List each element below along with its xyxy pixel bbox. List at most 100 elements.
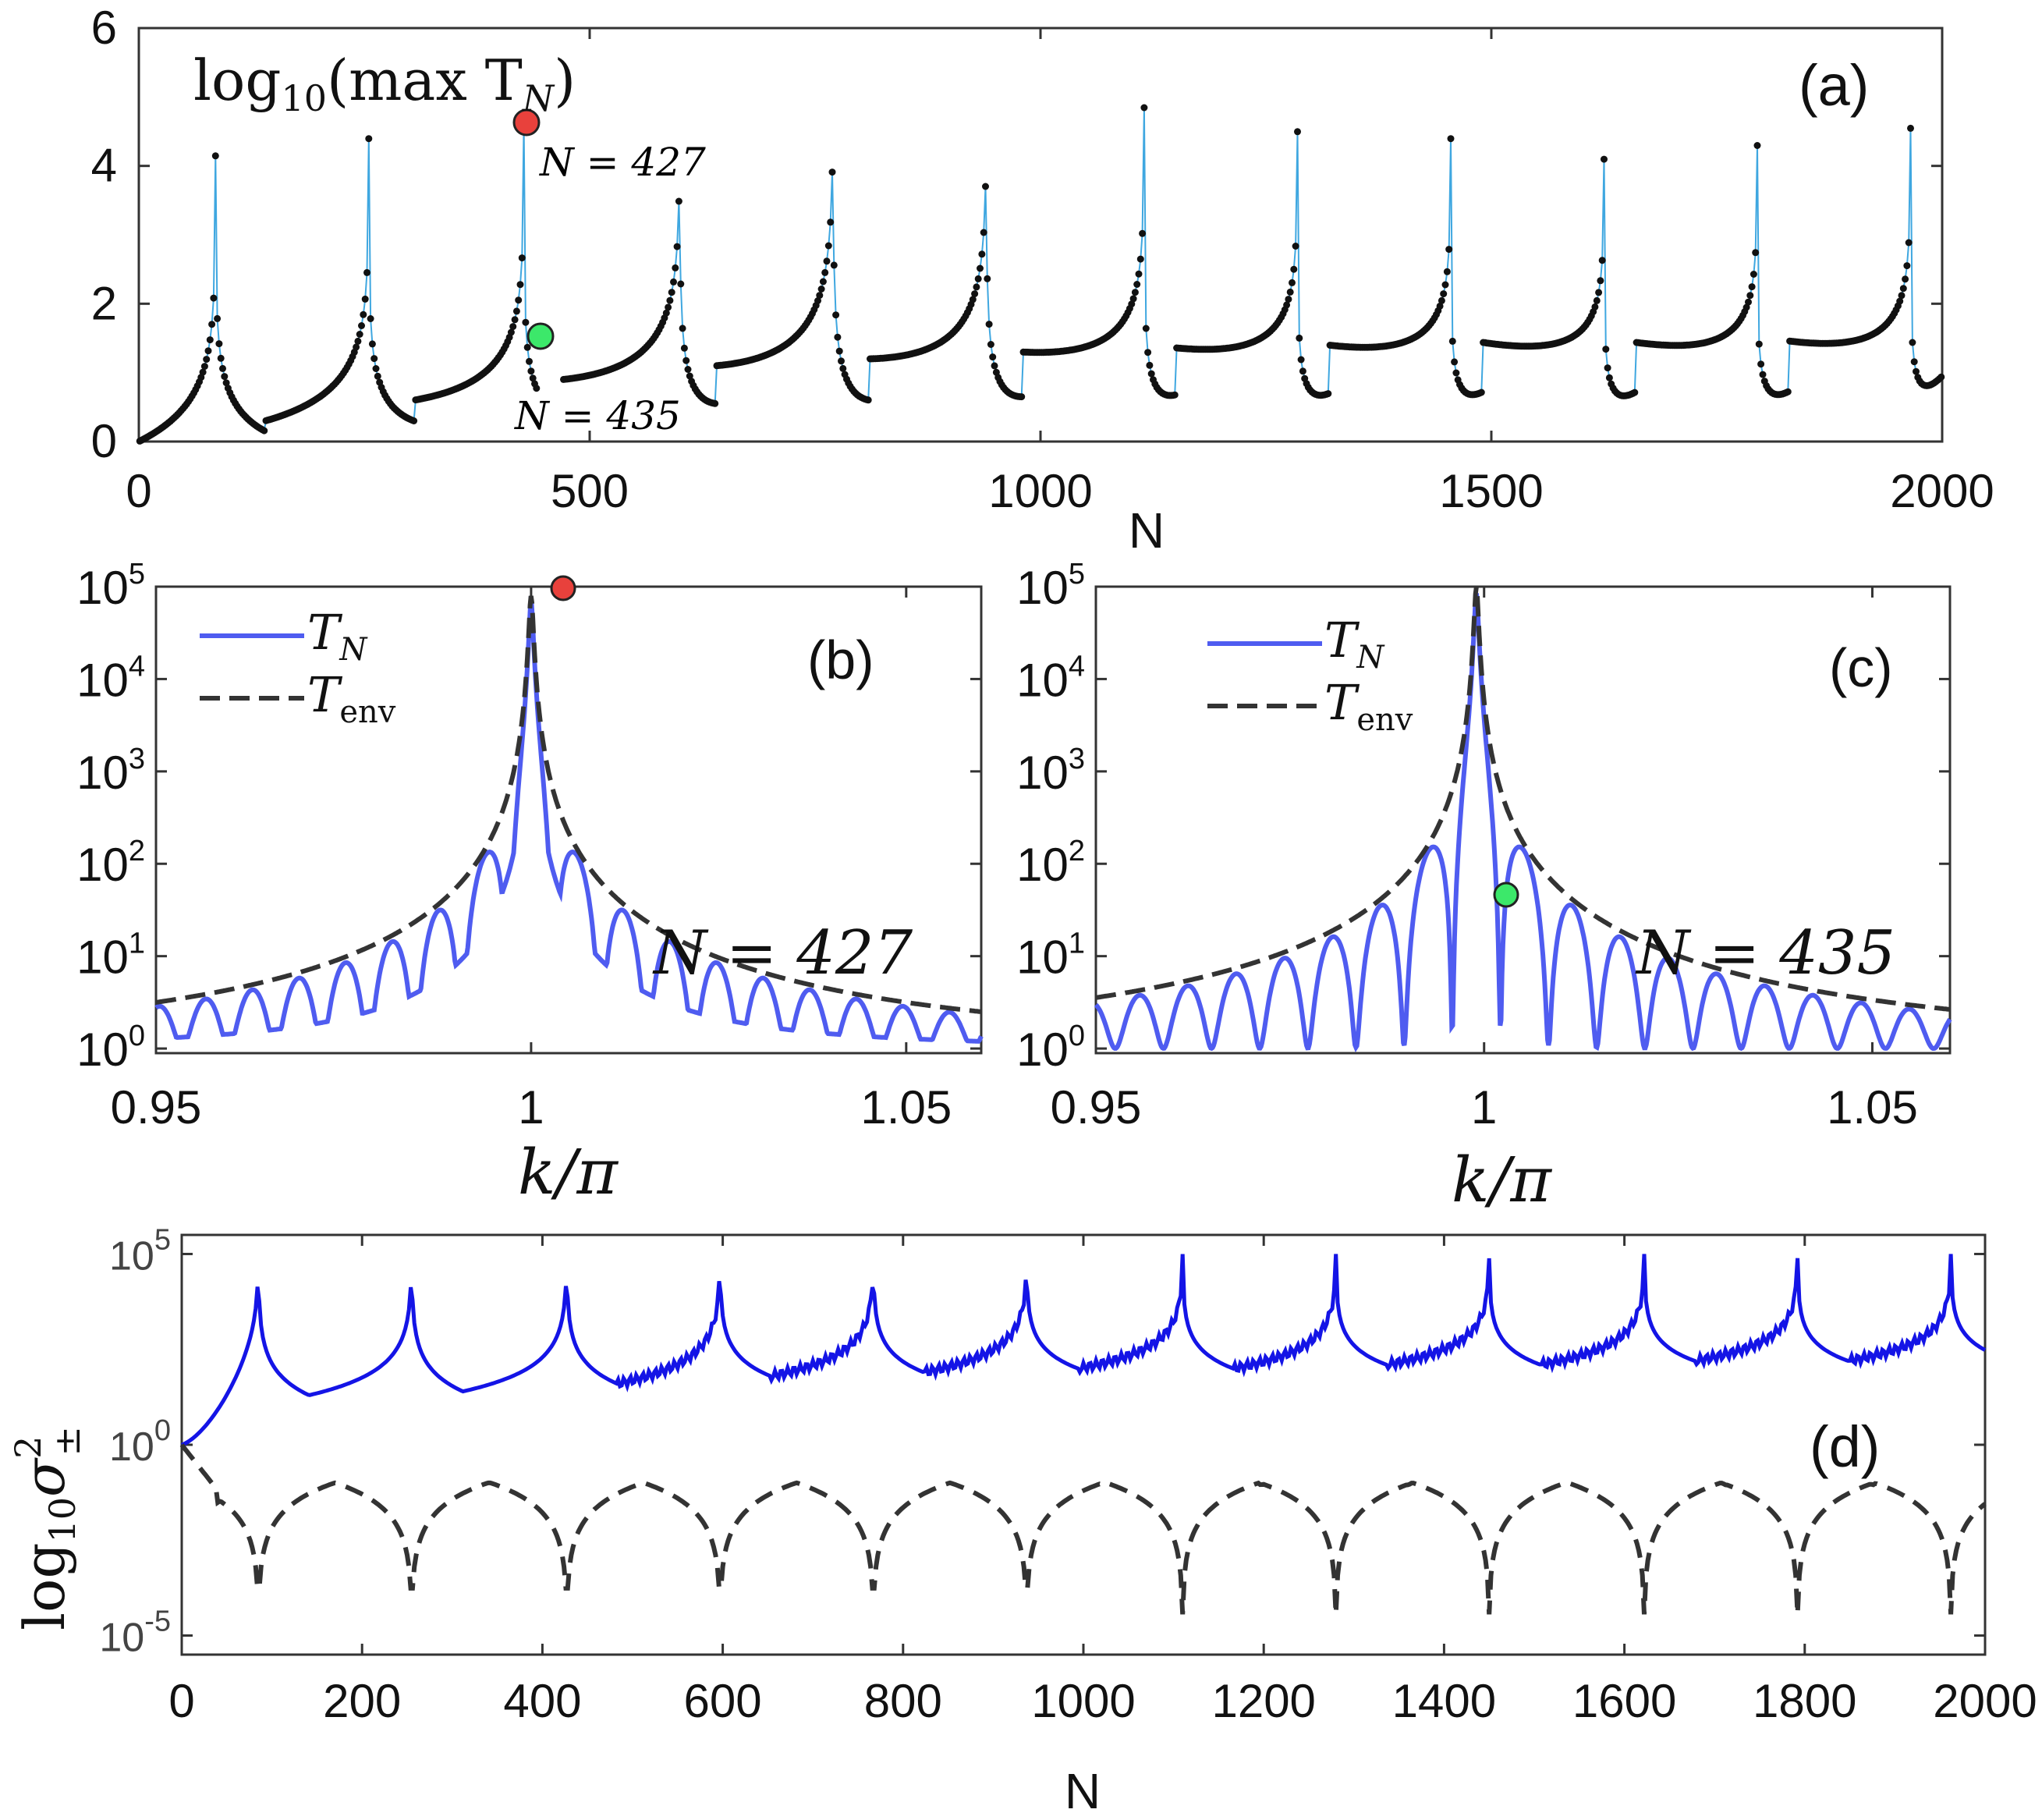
- panel-a-data-point: [1171, 391, 1179, 399]
- panel-a-data-point: [1631, 388, 1639, 396]
- panel-a-data-point: [662, 309, 670, 317]
- panel-a-data-point: [1445, 246, 1453, 254]
- panel-d-ylabel: log10σ2±: [7, 1426, 88, 1630]
- panel-a-data-point: [1286, 288, 1294, 296]
- panel-a-data-point: [1755, 340, 1763, 348]
- panel-a-data-point: [1759, 371, 1767, 378]
- panel-a-data-point: [1598, 257, 1606, 264]
- panel-b-ytick-label: 100: [76, 1020, 145, 1076]
- panel-c-xtick-label: 0.95: [1051, 1081, 1142, 1134]
- panel-a-data-point: [1597, 277, 1604, 285]
- panel-a-data-point: [1595, 289, 1603, 296]
- panel-a-data-point: [982, 183, 989, 190]
- panel-b-ytick-label: 105: [76, 558, 145, 614]
- panel-a-data-point: [356, 331, 363, 338]
- panel-a-data-point: [1604, 364, 1611, 372]
- panel-b-ytick-label: 101: [76, 928, 145, 984]
- panel-a-data-point: [1742, 303, 1750, 311]
- panel-a-data-point: [522, 318, 530, 326]
- panel-a-data-point: [1285, 296, 1292, 303]
- panel-d-series-dashed: [179, 1443, 1987, 1615]
- panel-a-data-point: [984, 275, 991, 282]
- panel-a-data-point: [679, 325, 686, 332]
- panel-a-data-point: [1135, 270, 1143, 278]
- panel-a-data-point: [834, 333, 842, 341]
- panel-a-label: (a): [1799, 53, 1869, 118]
- panel-a-data-point: [817, 286, 825, 293]
- panel-a-data-point: [814, 297, 821, 304]
- panel-b-legend-tn-text: TN: [307, 604, 368, 668]
- panel-a-title-sub: 10: [281, 77, 327, 119]
- panel-a-data-point: [515, 296, 523, 304]
- panel-a-data-point: [1294, 128, 1301, 136]
- panel-c-ytick-label: 105: [1016, 558, 1085, 614]
- panel-b-xtick-label: 1: [518, 1081, 544, 1134]
- panel-c-annotation: N = 435: [1635, 918, 1895, 988]
- panel-d-xtick-label: 600: [684, 1675, 762, 1727]
- panel-a-data-point: [1601, 155, 1608, 163]
- panel-d: 0 200 400 600 800 1000 1200 1400 1600 1800 2000 10-…: [7, 1223, 2037, 1819]
- panel-b-marker: [550, 575, 576, 601]
- panel-a-title-subN: N: [522, 77, 555, 119]
- panel-d-xtick-label: 1400: [1392, 1675, 1496, 1727]
- panel-a-data-point: [978, 250, 986, 258]
- panel-a-title: log10(max TN): [193, 48, 576, 119]
- panel-a-data-point: [1299, 367, 1306, 375]
- panel-a-title-close: ): [554, 48, 576, 113]
- panel-a-data-point: [864, 396, 872, 404]
- panel-a-data-point: [365, 135, 373, 143]
- panel-a-data-point: [1898, 292, 1906, 300]
- panel-a-data-point: [672, 264, 679, 271]
- panel-b-legend-tenv-text: Tenv: [307, 666, 396, 730]
- panel-a-data-point: [374, 372, 381, 380]
- panel-a-ytick-label: 2: [91, 277, 117, 329]
- panel-a-data-point: [1750, 271, 1757, 278]
- panel-a-data-point: [199, 368, 207, 376]
- panel-a-data-point: [1436, 302, 1444, 310]
- panel-a-data-point: [1443, 268, 1451, 275]
- panel-d-ticks: 0 200 400 600 800 1000 1200 1400 1600 1800 2000 10-…: [99, 1223, 2037, 1727]
- panel-c-ytick-label: 103: [1016, 743, 1085, 799]
- panel-a-marker-435: [526, 322, 555, 350]
- panel-a-data-points: [136, 104, 1945, 445]
- panel-a-xtick-label: 0: [126, 465, 151, 517]
- panel-d-ytick-label: 10-5: [99, 1605, 171, 1661]
- panel-a-data-point: [985, 321, 993, 328]
- panel-a-data-point: [828, 169, 836, 176]
- panel-d-xtick-label: 800: [864, 1675, 942, 1727]
- panel-a-data-point: [711, 399, 719, 407]
- panel-c-series-tenv: [1095, 586, 1951, 1012]
- panel-a-data-point: [523, 343, 531, 351]
- panel-b-xtick-label: 0.95: [111, 1081, 202, 1134]
- panel-a-data-point: [200, 363, 208, 371]
- panel-a-data-point: [670, 278, 677, 286]
- panel-a-xtick-label: 1500: [1439, 465, 1543, 517]
- panel-c-xtick-label: 1: [1471, 1081, 1497, 1134]
- panel-a-xtick-label: 2000: [1890, 465, 1994, 517]
- panel-c-frame: [1094, 585, 1952, 1055]
- panel-a-ticks: 0 500 1000 1500 2000 0 2 4 6: [91, 2, 1994, 517]
- panel-a-data-point: [969, 296, 977, 303]
- panel-d-xtick-label: 1200: [1211, 1675, 1315, 1727]
- panel-b-label: (b): [807, 630, 874, 690]
- panel-a-data-point: [214, 314, 222, 322]
- panel-a-data-point: [838, 357, 845, 365]
- panel-a-data-point: [354, 337, 362, 345]
- panel-a-data-point: [206, 336, 214, 344]
- panel-a-data-point: [1451, 358, 1459, 366]
- panel-a-data-point: [1903, 262, 1911, 270]
- panel-a-data-point: [1283, 301, 1291, 309]
- panel-d-label: (d): [1810, 1414, 1880, 1479]
- panel-a-data-point: [509, 323, 517, 331]
- panel-c-legend-tenv-text: Tenv: [1324, 674, 1413, 738]
- panel-a-data-point: [358, 322, 365, 329]
- panel-a-data-point: [1290, 265, 1298, 273]
- panel-a-data-point: [1909, 339, 1916, 346]
- panel-a-data-point: [210, 294, 218, 302]
- panel-a-data-point: [360, 310, 367, 318]
- panel-a-marker-435-label: N = 435: [514, 393, 681, 438]
- panel-a-data-point: [977, 264, 984, 272]
